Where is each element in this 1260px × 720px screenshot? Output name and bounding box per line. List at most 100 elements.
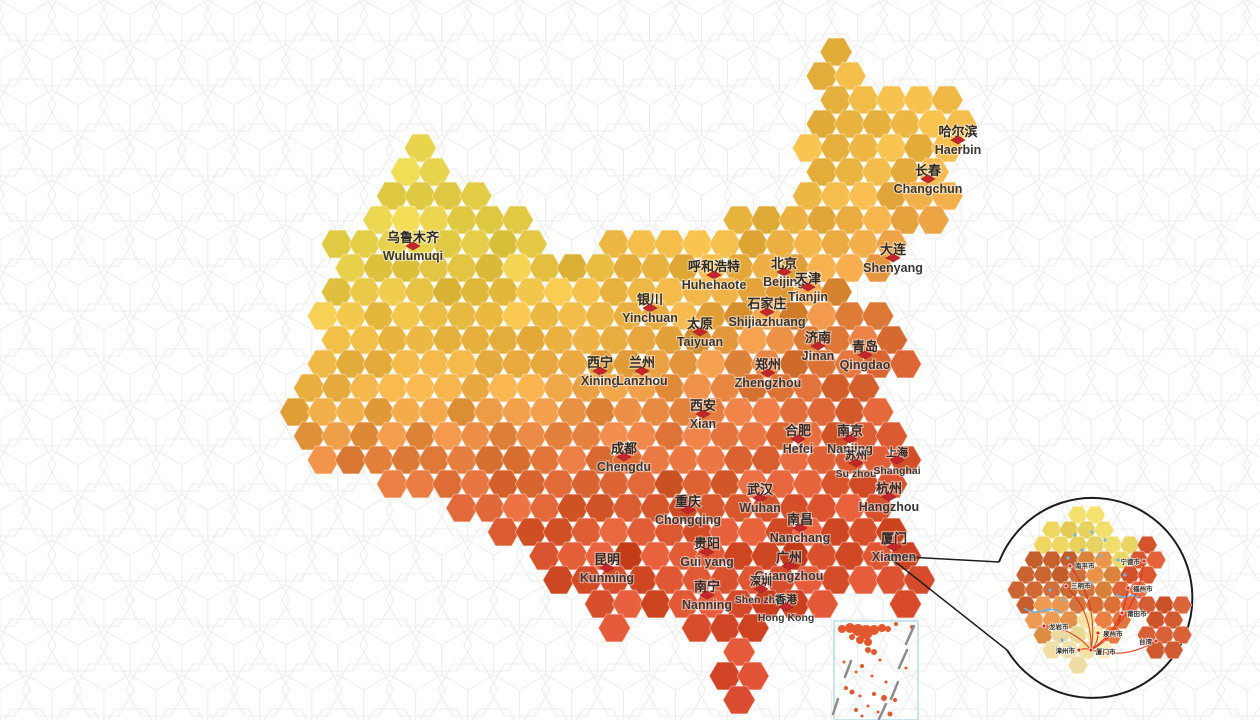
city-nanning[interactable]: 南宁 Nanning	[681, 578, 733, 613]
city-kunming[interactable]: 昆明 Kunming	[579, 551, 635, 586]
inset-city-dot[interactable]	[1067, 563, 1073, 569]
city-lanzhou[interactable]: 兰州 Lanzhou	[615, 354, 669, 389]
city-diamond-marker-huhehaote[interactable]	[706, 270, 722, 280]
city-label-zh-hefei: 合肥	[785, 423, 811, 438]
nine-dash-line-segment	[877, 702, 888, 720]
city-diamond-marker-nanjing[interactable]	[842, 434, 858, 444]
city-beijing[interactable]: 北京 Beijing	[762, 255, 806, 290]
city-diamond-marker-wuhan[interactable]	[752, 493, 768, 503]
city-label-zh-guangzhou: 广州	[776, 550, 802, 565]
city-diamond-marker-shenyang[interactable]	[885, 253, 901, 263]
city-diamond-marker-taiyuan[interactable]	[692, 327, 708, 337]
city-yinchuan[interactable]: 银川 Yinchuan	[621, 291, 679, 326]
city-shijiazhuang[interactable]: 石家庄 Shijiazhuang	[727, 295, 806, 330]
city-diamond-marker-su-zhou[interactable]	[848, 458, 864, 468]
city-shenyang[interactable]: 大连 Shenyang	[862, 241, 924, 276]
city-taiyuan[interactable]: 太原 Taiyuan	[676, 315, 725, 350]
city-diamond-marker-hangzhou[interactable]	[881, 492, 897, 502]
city-diamond-marker-zhengzhou[interactable]	[760, 368, 776, 378]
water-dot	[1080, 548, 1084, 552]
city-diamond-marker-hong-kong[interactable]	[778, 602, 794, 612]
city-diamond-marker-xian[interactable]	[695, 409, 711, 419]
city-zhengzhou[interactable]: 郑州 Zhengzhou	[734, 356, 803, 391]
city-wuhan[interactable]: 武汉 Wuhan	[738, 481, 782, 516]
city-diamond-marker-nanning[interactable]	[699, 590, 715, 600]
city-guangzhou[interactable]: 广州 Guangzhou	[754, 549, 825, 584]
city-diamond-marker-chengdu[interactable]	[616, 452, 632, 462]
city-jinan[interactable]: 济南 Jinan	[801, 329, 836, 364]
inset-city-dot[interactable]	[1095, 630, 1101, 636]
city-diamond-marker-guangzhou[interactable]	[781, 561, 797, 571]
island-dot	[869, 625, 879, 635]
inset-city-dot[interactable]	[1125, 585, 1131, 591]
city-hangzhou[interactable]: 杭州 Hangzhou	[858, 480, 921, 515]
city-label-zh-shen-zhen: 深圳	[750, 574, 772, 588]
inset-city-dot[interactable]	[1041, 623, 1047, 629]
city-gui-yang[interactable]: 贵阳 Gui yang	[679, 535, 735, 570]
city-diamond-marker-nanchang[interactable]	[792, 523, 808, 533]
inset-city-dot[interactable]	[1141, 558, 1147, 564]
city-qingdao[interactable]: 青岛 Qingdao	[839, 338, 892, 373]
city-huhehaote[interactable]: 呼和浩特 Huhehaote	[681, 258, 748, 293]
city-diamond-marker-gui-yang[interactable]	[699, 547, 715, 557]
island-dot	[881, 695, 887, 701]
island-dot	[860, 714, 864, 718]
city-label-en-kunming: Kunming	[580, 571, 634, 585]
city-chengdu[interactable]: 成都 Chengdu	[596, 440, 652, 475]
nine-dash-line-segment	[843, 659, 853, 679]
city-diamond-marker-yinchuan[interactable]	[642, 303, 658, 313]
city-haerbin[interactable]: 哈尔滨 Haerbin	[934, 123, 983, 158]
city-diamond-marker-shijiazhuang[interactable]	[759, 307, 775, 317]
callout-lines	[887, 555, 1008, 651]
city-nanjing[interactable]: 南京 Nanjing	[826, 422, 874, 457]
city-label-en-nanning: Nanning	[682, 598, 732, 612]
city-shen-zhen[interactable]: 深圳 Shen zhen	[734, 573, 789, 607]
city-diamond-marker-lanzhou[interactable]	[634, 366, 650, 376]
city-diamond-marker-xining[interactable]	[592, 366, 608, 376]
city-label-zh-chengdu: 成都	[611, 441, 637, 456]
inset-city-dot[interactable]	[1153, 638, 1159, 644]
city-nanchang[interactable]: 南昌 Nanchang	[769, 511, 832, 546]
city-diamond-marker-changchun[interactable]	[920, 174, 936, 184]
city-chongqing[interactable]: 重庆 Chongqing	[654, 493, 722, 528]
city-diamond-marker-beijing[interactable]	[776, 267, 792, 277]
city-wulumuqi[interactable]: 乌鲁木齐 Wulumuqi	[382, 229, 444, 264]
city-diamond-marker-shanghai[interactable]	[889, 455, 905, 465]
city-su-zhou[interactable]: 苏州 Su zhou	[834, 447, 877, 481]
city-diamond-marker-shen-zhen[interactable]	[753, 584, 769, 594]
city-diamond-marker-xiamen[interactable]	[886, 542, 902, 552]
city-shanghai[interactable]: 上海 Shanghai	[872, 444, 922, 478]
city-label-zh-nanning: 南宁	[694, 579, 720, 594]
city-diamond-marker-qingdao[interactable]	[857, 350, 873, 360]
island-dot	[849, 689, 855, 695]
city-xining[interactable]: 西宁 Xining	[580, 354, 620, 389]
island-dot	[887, 711, 893, 717]
nine-dash-line-segment	[889, 680, 900, 701]
inset-city-dot[interactable]	[1063, 583, 1069, 589]
city-diamond-marker-jinan[interactable]	[810, 341, 826, 351]
city-label-zh-changchun: 长春	[915, 163, 942, 178]
water-dot	[1116, 558, 1120, 562]
inset-city-dot[interactable]	[1076, 647, 1082, 653]
city-hefei[interactable]: 合肥 Hefei	[782, 422, 815, 457]
city-tianjin[interactable]: 天津 Tianjin	[787, 270, 829, 305]
city-diamond-marker-hefei[interactable]	[790, 434, 806, 444]
city-changchun[interactable]: 长春 Changchun	[893, 162, 964, 197]
city-xiamen[interactable]: 厦门 Xiamen	[871, 530, 918, 565]
route-line-xiamen-to-福州市	[1090, 587, 1129, 651]
city-xian[interactable]: 西安 Xian	[689, 397, 718, 432]
inset-city-label: 龙岩市	[1048, 622, 1069, 631]
city-diamond-marker-kunming[interactable]	[599, 563, 615, 573]
inset-city-dot[interactable]	[1119, 610, 1125, 616]
city-labels-layer: 哈尔滨 Haerbin 长春 Changchun 大连 Shenyang 乌鲁木齐 Wulum…	[382, 123, 983, 625]
city-label-zh-nanjing: 南京	[837, 423, 863, 438]
city-label-zh-shanghai: 上海	[886, 445, 908, 459]
inset-city-dot[interactable]	[1088, 647, 1094, 653]
city-diamond-marker-tianjin[interactable]	[800, 282, 816, 292]
city-diamond-marker-chongqing[interactable]	[680, 505, 696, 515]
city-diamond-marker-wulumuqi[interactable]	[405, 241, 421, 251]
city-diamond-marker-haerbin[interactable]	[950, 135, 966, 145]
city-hong-kong[interactable]: 香港 Hong Kong	[757, 591, 816, 625]
